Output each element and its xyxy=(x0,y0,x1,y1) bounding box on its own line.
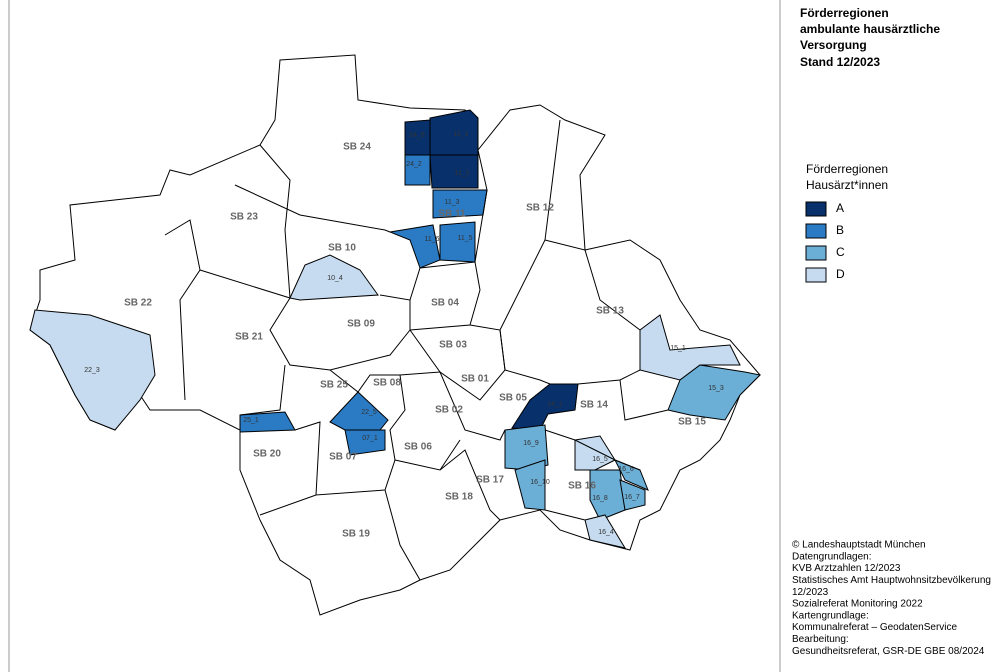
subregion-label: 15_3 xyxy=(708,385,724,392)
subregion-label: 15_1 xyxy=(670,345,686,352)
district-label: SB 14 xyxy=(580,400,608,411)
subregion-label: 07_1 xyxy=(362,435,378,442)
title-line: ambulante hausärztliche xyxy=(800,22,940,36)
legend-title: Förderregionen xyxy=(806,162,888,176)
district-label: SB 12 xyxy=(526,203,554,214)
legend-swatch xyxy=(805,223,827,239)
subregion-area xyxy=(29,309,156,431)
subregion-label: 16_6 xyxy=(618,466,634,473)
subregion-label: 10_4 xyxy=(327,275,343,282)
source-line: Bearbeitung: xyxy=(792,634,849,645)
source: © Landeshauptstadt MünchenDatengrundlage… xyxy=(792,540,991,657)
subregion-area xyxy=(619,479,646,511)
subregion-area xyxy=(344,429,386,456)
district-label: SB 18 xyxy=(445,492,473,503)
subregion-labels: 24_6 11_1 24_2 11_2 11_3 11_6 11_5 10_4 22_3 1… xyxy=(84,131,724,536)
district-label: SB 16 xyxy=(568,481,596,492)
title: Förderregionen ambulante hausärztliche V… xyxy=(800,6,940,69)
legend-title: Hausärzt*innen xyxy=(806,178,888,192)
legend-label: B xyxy=(836,223,844,237)
legend-swatch xyxy=(805,245,827,261)
subregion-label: 11_5 xyxy=(457,235,472,242)
district-label: SB 24 xyxy=(343,142,371,153)
subregion-label: 16_5 xyxy=(592,456,608,463)
district-label: SB 04 xyxy=(431,298,459,309)
title-line: Versorgung xyxy=(800,38,867,52)
source-line: Kommunalreferat – GeodatenService xyxy=(792,622,958,633)
subregion-label: 11_6 xyxy=(424,236,439,243)
subregion-label: 11_1 xyxy=(453,131,468,138)
source-line: Sozialreferat Monitoring 2022 xyxy=(792,599,923,610)
district-label: SB 11 xyxy=(438,209,466,220)
legend-label: D xyxy=(836,267,845,281)
source-line: Kartengrundlage: xyxy=(792,610,869,621)
district-labels: SB 24 SB 23 SB 10 SB 11 SB 12 SB 22 SB 21 SB … xyxy=(124,142,706,540)
subregion-label: 22_5 xyxy=(361,409,377,416)
subregion-label: 16_9 xyxy=(523,440,539,447)
subregions xyxy=(29,109,762,549)
subregion-area xyxy=(289,254,379,301)
district-label: SB 10 xyxy=(328,243,356,254)
subregion-label: 24_6 xyxy=(409,132,425,139)
subregion-area xyxy=(589,469,626,521)
district-label: SB 06 xyxy=(404,442,432,453)
district-boundaries xyxy=(164,119,669,581)
district-label: SB 19 xyxy=(342,529,370,540)
subregion-label: 14_1 xyxy=(547,401,563,408)
subregion-label: 16_8 xyxy=(592,495,608,502)
subregion-label: 11_3 xyxy=(444,199,459,206)
source-line: KVB Arztzahlen 12/2023 xyxy=(792,563,901,574)
district-label: SB 02 xyxy=(435,405,463,416)
district-label: SB 09 xyxy=(347,319,375,330)
source-line: Datengrundlagen: xyxy=(792,551,872,562)
subregion-label: 11_2 xyxy=(454,170,469,177)
district-label: SB 21 xyxy=(235,332,263,343)
district-label: SB 07 xyxy=(329,452,357,463)
subregion-label: 24_2 xyxy=(406,161,422,168)
legend-label: C xyxy=(836,245,845,259)
district-label: SB 20 xyxy=(253,449,281,460)
legend-swatch xyxy=(805,201,827,217)
district-label: SB 01 xyxy=(461,374,489,385)
source-line: Gesundheitsreferat, GSR-DE GBE 08/2024 xyxy=(792,646,985,657)
district-label: SB 25 xyxy=(320,380,348,391)
district-label: SB 05 xyxy=(499,393,527,404)
source-line: © Landeshauptstadt München xyxy=(792,540,926,551)
source-line: Statistisches Amt Hauptwohnsitzbevölkeru… xyxy=(792,575,991,586)
subregion-area xyxy=(429,109,479,156)
title-line: Förderregionen xyxy=(800,6,889,20)
district-label: SB 08 xyxy=(373,378,401,389)
source-line: 12/2023 xyxy=(792,587,829,598)
legend-label: A xyxy=(836,201,844,215)
subregion-area xyxy=(439,221,476,263)
subregion-label: 22_3 xyxy=(84,367,100,374)
subregion-area xyxy=(667,364,762,421)
legend-swatch xyxy=(805,267,827,283)
subregion-area xyxy=(388,224,441,269)
subregion-area xyxy=(329,391,389,431)
subregion-area xyxy=(429,154,479,189)
subregion-area xyxy=(584,514,627,549)
district-label: SB 13 xyxy=(596,306,624,317)
district-label: SB 03 xyxy=(439,340,467,351)
subregion-label: 16_4 xyxy=(598,529,614,536)
district-label: SB 22 xyxy=(124,298,152,309)
district-label: SB 23 xyxy=(230,212,258,223)
subregion-area xyxy=(404,154,431,186)
district-label: SB 17 xyxy=(476,475,504,486)
subregion-label: 25_1 xyxy=(243,417,259,424)
district-label: SB 15 xyxy=(678,417,706,428)
title-line: Stand 12/2023 xyxy=(800,55,880,69)
subregion-label: 16_10 xyxy=(530,479,550,486)
subregion-label: 16_7 xyxy=(624,494,640,501)
